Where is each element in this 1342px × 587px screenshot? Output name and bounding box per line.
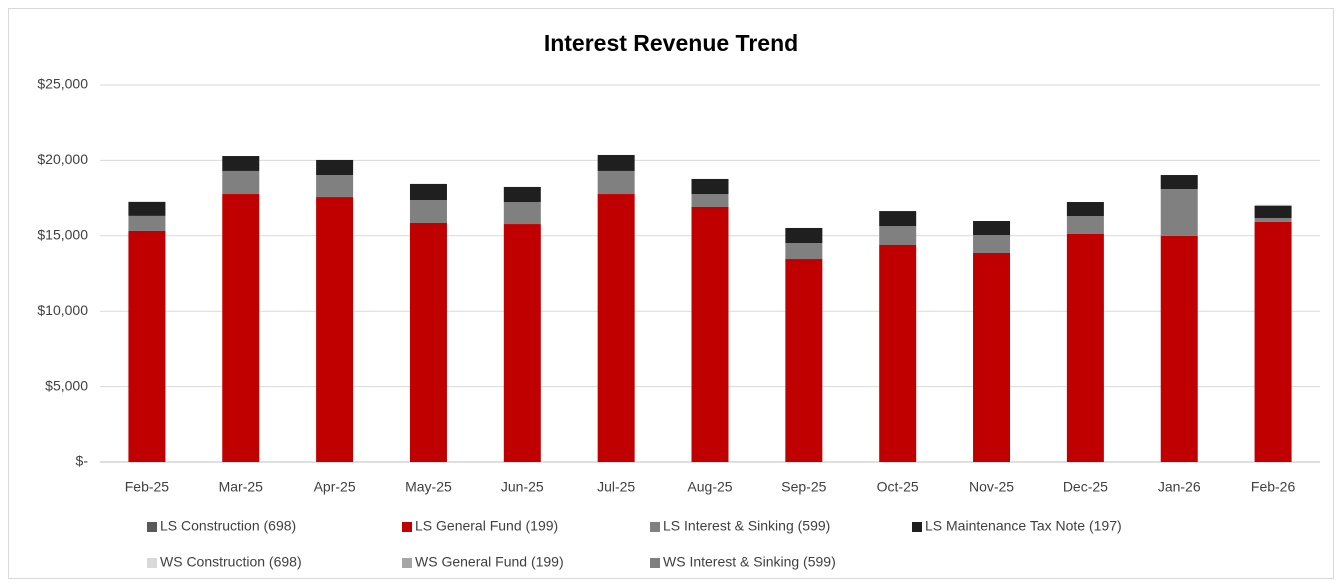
bar-segment bbox=[1160, 175, 1198, 190]
legend-label: LS Interest & Sinking (599) bbox=[663, 518, 830, 534]
legend-label: WS Interest & Sinking (599) bbox=[663, 554, 836, 570]
bar-segment bbox=[1066, 233, 1104, 462]
bar-segment bbox=[1254, 204, 1292, 206]
legend-swatch bbox=[650, 558, 660, 568]
bar-segment bbox=[879, 225, 917, 245]
legend-label: WS General Fund (199) bbox=[415, 554, 564, 570]
bar-segment bbox=[503, 186, 541, 203]
bar-segment bbox=[1160, 189, 1198, 236]
legend-swatch bbox=[147, 522, 157, 532]
bar-segment bbox=[785, 259, 823, 462]
bar-segment bbox=[316, 159, 354, 176]
bar-segment bbox=[409, 200, 447, 223]
bar-segment bbox=[1254, 205, 1292, 219]
bar-segment bbox=[879, 211, 917, 226]
y-tick-label: $15,000 bbox=[37, 227, 88, 243]
y-tick-label: $10,000 bbox=[37, 302, 88, 318]
legend-label: LS Maintenance Tax Note (197) bbox=[925, 518, 1122, 534]
bar-segment bbox=[1254, 221, 1292, 462]
bar-segment bbox=[222, 194, 260, 463]
legend-swatch bbox=[147, 558, 157, 568]
bar-segment bbox=[973, 252, 1011, 462]
bar-segment bbox=[409, 222, 447, 462]
bar-segment bbox=[1066, 202, 1104, 217]
x-tick-label: Oct-25 bbox=[877, 479, 919, 495]
x-tick-label: Aug-25 bbox=[687, 479, 732, 495]
x-tick-label: Jul-25 bbox=[597, 479, 635, 495]
x-tick-label: Feb-25 bbox=[125, 479, 170, 495]
legend-swatch bbox=[912, 522, 922, 532]
bar-segment bbox=[1160, 235, 1198, 462]
bar-segment bbox=[597, 170, 635, 195]
legend-swatch bbox=[402, 522, 412, 532]
x-tick-label: Sep-25 bbox=[781, 479, 826, 495]
legend-label: WS Construction (698) bbox=[160, 554, 302, 570]
x-tick-label: May-25 bbox=[405, 479, 452, 495]
bar-segment bbox=[128, 230, 166, 462]
bar-segment bbox=[316, 197, 354, 462]
bar-segment bbox=[222, 156, 260, 171]
bar-segment bbox=[222, 170, 260, 195]
x-tick-label: Nov-25 bbox=[969, 479, 1014, 495]
bar-segment bbox=[785, 227, 823, 244]
legend-swatch bbox=[402, 558, 412, 568]
bar-segment bbox=[409, 183, 447, 201]
chart-title: Interest Revenue Trend bbox=[544, 30, 798, 56]
bar-segment bbox=[973, 221, 1011, 236]
legend-swatch bbox=[650, 522, 660, 532]
bar-segment bbox=[597, 194, 635, 463]
legend-label: LS Construction (698) bbox=[160, 518, 296, 534]
x-tick-label: Jan-26 bbox=[1158, 479, 1201, 495]
bar-segment bbox=[597, 154, 635, 171]
y-tick-label: $25,000 bbox=[37, 76, 88, 92]
bar-segment bbox=[691, 194, 729, 207]
bar-segment bbox=[879, 244, 917, 462]
y-tick-label: $5,000 bbox=[45, 377, 88, 393]
x-tick-label: Apr-25 bbox=[314, 479, 356, 495]
x-tick-label: Jun-25 bbox=[501, 479, 544, 495]
bar-segment bbox=[973, 235, 1011, 253]
bar-segment bbox=[785, 243, 823, 260]
y-tick-label: $- bbox=[76, 453, 89, 469]
bar-segment bbox=[691, 178, 729, 195]
x-tick-label: Feb-26 bbox=[1251, 479, 1296, 495]
legend-label: LS General Fund (199) bbox=[415, 518, 558, 534]
bar-segment bbox=[1066, 216, 1104, 234]
x-tick-label: Dec-25 bbox=[1063, 479, 1108, 495]
bar-segment bbox=[691, 206, 729, 462]
bar-segment bbox=[128, 215, 166, 231]
x-tick-label: Mar-25 bbox=[219, 479, 264, 495]
bar-segment bbox=[1254, 218, 1292, 222]
chart-border bbox=[8, 8, 1334, 579]
bar-segment bbox=[316, 175, 354, 198]
bar-segment bbox=[128, 201, 166, 216]
bar-segment bbox=[503, 202, 541, 225]
y-tick-label: $20,000 bbox=[37, 151, 88, 167]
bar-segment bbox=[503, 224, 541, 462]
